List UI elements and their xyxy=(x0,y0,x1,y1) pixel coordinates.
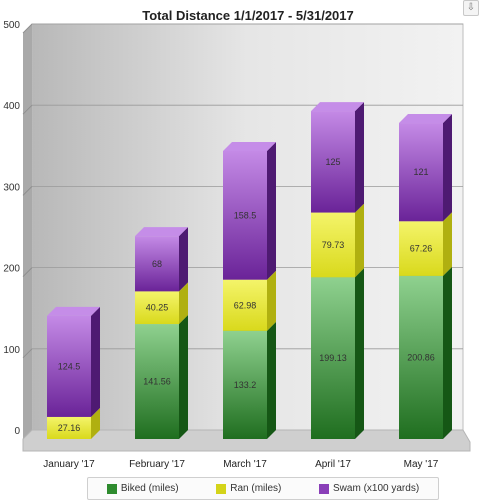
bar-ran xyxy=(311,212,355,278)
y-tick-label: 500 xyxy=(3,20,20,31)
legend-label-swam: Swam (x100 yards) xyxy=(333,483,420,494)
legend: Biked (miles) Ran (miles) Swam (x100 yar… xyxy=(87,477,439,500)
legend-label-ran: Ran (miles) xyxy=(230,483,282,494)
plot-side-wall xyxy=(23,24,32,439)
gridline-diagonal xyxy=(22,267,33,277)
bar-swam-side xyxy=(179,227,188,292)
bar-swam xyxy=(311,111,355,213)
data-label-ran: 27.16 xyxy=(58,423,81,433)
bar-biked xyxy=(399,275,443,439)
bar-swam-top xyxy=(223,141,276,151)
bar-biked xyxy=(135,324,179,439)
data-label-swam: 121 xyxy=(413,167,428,177)
data-label-swam: 158.5 xyxy=(234,210,257,220)
swam-legend-icon xyxy=(319,483,330,494)
bar-swam xyxy=(47,315,91,417)
chart-title: Total Distance 1/1/2017 - 5/31/2017 xyxy=(142,8,354,23)
export-icon[interactable]: ⇩ xyxy=(463,0,479,16)
legend-item-ran[interactable]: Ran (miles) xyxy=(216,483,281,494)
y-tick-label: 300 xyxy=(3,182,20,193)
bar-swam-top xyxy=(47,306,100,316)
bar-swam-side xyxy=(443,114,452,222)
bar-biked-side xyxy=(267,321,276,439)
bar-ran-side xyxy=(267,270,276,331)
y-tick-label: 200 xyxy=(3,264,20,275)
bar-ran xyxy=(135,291,179,325)
gridline-diagonal xyxy=(22,23,33,34)
bar-biked xyxy=(311,277,355,439)
data-label-biked: 199.13 xyxy=(319,353,347,363)
bar-ran xyxy=(47,416,91,439)
bar-biked-side xyxy=(443,266,452,439)
data-label-biked: 141.56 xyxy=(143,377,171,387)
x-tick-label: March '17 xyxy=(223,459,267,470)
bar-swam-side xyxy=(91,306,100,417)
bar-ran-side xyxy=(91,407,100,439)
legend-item-swam[interactable]: Swam (x100 yards) xyxy=(319,483,419,494)
bar-ran-side xyxy=(443,212,452,276)
gridline-diagonal xyxy=(22,186,33,196)
data-label-ran: 40.25 xyxy=(146,303,169,313)
bar-biked xyxy=(223,330,267,439)
data-label-swam: 68 xyxy=(152,259,162,269)
bar-swam xyxy=(135,236,179,292)
y-tick-label: 0 xyxy=(14,426,20,437)
bar-swam-top xyxy=(135,227,188,237)
biked-legend-icon xyxy=(106,483,117,494)
ran-legend-icon xyxy=(216,483,227,494)
x-tick-label: April '17 xyxy=(315,459,351,470)
plot-area: 0 100 200 300 400 500 27.16 124.5 January '17 141… xyxy=(3,20,471,470)
data-label-biked: 133.2 xyxy=(234,380,257,390)
legend-label-biked: Biked (miles) xyxy=(120,483,179,494)
bar-ran-side xyxy=(179,282,188,325)
bar-swam xyxy=(223,150,267,280)
bar-swam xyxy=(399,123,443,222)
x-tick-label: May '17 xyxy=(404,459,439,470)
bar-swam-top xyxy=(311,102,364,112)
x-tick-label: January '17 xyxy=(43,459,95,470)
y-tick-label: 400 xyxy=(3,101,20,112)
y-tick-label: 100 xyxy=(3,345,20,356)
legend-item-biked[interactable]: Biked (miles) xyxy=(106,483,179,494)
bar-ran xyxy=(399,221,443,276)
data-label-ran: 67.26 xyxy=(410,244,433,254)
data-label-biked: 200.86 xyxy=(407,352,435,362)
bar-swam-side xyxy=(267,141,276,280)
data-label-ran: 62.98 xyxy=(234,300,257,310)
bar-biked-side xyxy=(355,268,364,439)
gridline-diagonal xyxy=(22,348,33,359)
bar-ran-side xyxy=(355,203,364,278)
bar-ran xyxy=(223,279,267,331)
data-label-swam: 124.5 xyxy=(58,361,81,371)
bar-biked-side xyxy=(179,315,188,439)
bar-swam-top xyxy=(399,114,452,124)
chart-canvas: Total Distance 1/1/2017 - 5/31/2017 0 100… xyxy=(3,8,471,470)
x-tick-label: February '17 xyxy=(129,459,185,470)
gridline-diagonal xyxy=(22,104,33,115)
bar-swam-side xyxy=(355,102,364,213)
data-label-ran: 79.73 xyxy=(322,240,345,250)
data-label-swam: 125 xyxy=(325,157,340,167)
